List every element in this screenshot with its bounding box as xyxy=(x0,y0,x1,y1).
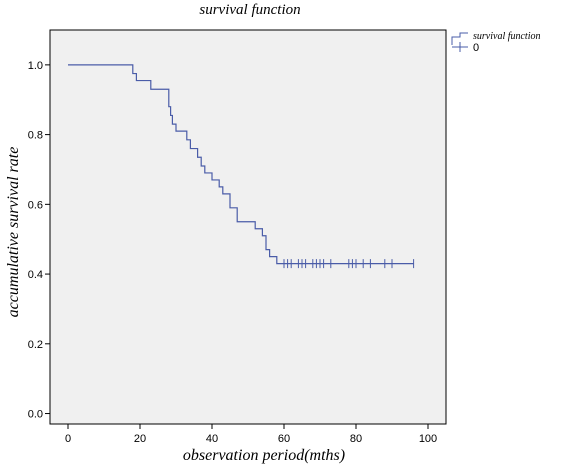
censor-marks xyxy=(283,259,415,269)
legend-title: survival function xyxy=(473,31,541,42)
survival-step-line xyxy=(68,64,414,265)
y-tick-label: 0.2 xyxy=(28,339,43,351)
x-tick-label: 20 xyxy=(134,433,146,445)
legend: survival function 0 xyxy=(451,31,541,54)
series-layer xyxy=(68,64,414,265)
x-tick-label: 0 xyxy=(65,433,71,445)
y-axis: 0.0 0.2 0.4 0.6 0.8 1.0 xyxy=(28,60,50,421)
y-tick-label: 0.6 xyxy=(28,199,43,211)
legend-line-icon xyxy=(451,32,468,45)
x-axis-label: observation period(mths) xyxy=(183,447,345,464)
plot-area xyxy=(49,29,447,425)
x-axis: 0 20 40 60 80 100 xyxy=(65,424,437,445)
x-tick-label: 40 xyxy=(206,433,218,445)
x-tick-label: 60 xyxy=(278,433,290,445)
y-tick-label: 0.8 xyxy=(28,130,43,142)
y-tick-label: 1.0 xyxy=(28,60,43,72)
legend-entry-0: 0 xyxy=(473,42,479,54)
x-tick-label: 80 xyxy=(350,433,362,445)
chart-title: survival function xyxy=(199,2,300,18)
x-tick-label: 100 xyxy=(419,433,437,445)
y-tick-label: 0.4 xyxy=(28,269,43,281)
y-tick-label: 0.0 xyxy=(28,409,43,421)
y-axis-label: accumulative survival rate xyxy=(5,147,22,318)
